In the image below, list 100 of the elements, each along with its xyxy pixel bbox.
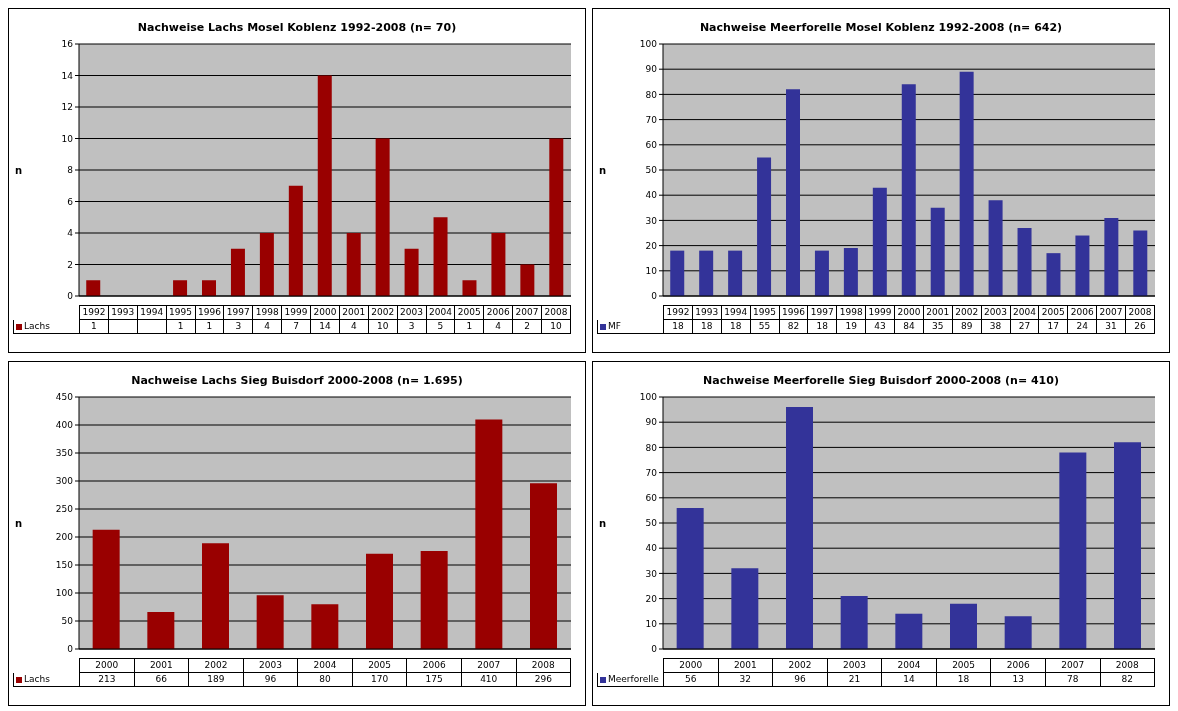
y-tick-label: 4 bbox=[67, 228, 74, 239]
bar bbox=[950, 603, 977, 649]
data-label: 18 bbox=[807, 320, 837, 333]
bar bbox=[1114, 442, 1141, 649]
bar bbox=[288, 185, 303, 296]
x-tick-label: 2006 bbox=[483, 306, 513, 319]
x-tick-label: 2007 bbox=[1096, 306, 1125, 319]
data-label: 10 bbox=[367, 320, 397, 333]
bar bbox=[491, 233, 506, 296]
bar bbox=[549, 138, 564, 296]
bar bbox=[92, 529, 120, 649]
data-label: 35 bbox=[922, 320, 952, 333]
x-tick-label: 1994 bbox=[720, 306, 750, 319]
data-label: 1 bbox=[79, 320, 108, 333]
bar bbox=[420, 551, 448, 649]
data-label: 82 bbox=[1099, 673, 1155, 686]
bar bbox=[1104, 217, 1119, 296]
data-label: 18 bbox=[720, 320, 750, 333]
y-axis-title: n bbox=[599, 164, 607, 176]
data-label: 4 bbox=[252, 320, 282, 333]
x-tick-label: 2005 bbox=[454, 306, 484, 319]
data-label: 84 bbox=[894, 320, 923, 333]
bar bbox=[259, 233, 274, 296]
bar bbox=[311, 604, 339, 649]
x-tick-label: 1996 bbox=[194, 306, 224, 319]
data-label: 24 bbox=[1067, 320, 1097, 333]
y-tick-label: 0 bbox=[651, 644, 658, 655]
data-label: 96 bbox=[242, 673, 298, 686]
y-tick-label: 20 bbox=[645, 593, 658, 604]
y-tick-label: 100 bbox=[639, 392, 658, 403]
x-tick-label: 1995 bbox=[165, 306, 195, 319]
y-tick-label: 100 bbox=[55, 588, 74, 599]
bar bbox=[317, 75, 332, 296]
bar bbox=[520, 264, 535, 296]
x-tick-label: 2006 bbox=[990, 659, 1045, 672]
data-label: 175 bbox=[406, 673, 461, 686]
bar bbox=[1133, 230, 1148, 296]
chart-title: Nachweise Lachs Sieg Buisdorf 2000-2008 (n= 1.695) bbox=[130, 374, 464, 389]
y-tick-label: 50 bbox=[645, 518, 658, 529]
x-tick-label: 2003 bbox=[980, 306, 1010, 319]
x-tick-label: 2004 bbox=[1009, 306, 1039, 319]
chart-title: Nachweise Meerforelle Sieg Buisdorf 2000-2008 (n= 410) bbox=[702, 374, 1060, 389]
y-axis-title: n bbox=[15, 517, 23, 529]
data-label: 82 bbox=[778, 320, 808, 333]
x-tick-label: 2008 bbox=[515, 659, 571, 672]
x-tick-label: 1992 bbox=[79, 306, 108, 319]
y-tick-label: 200 bbox=[55, 532, 74, 543]
x-tick-label: 2004 bbox=[881, 659, 936, 672]
y-tick-label: 70 bbox=[645, 467, 658, 478]
y-tick-label: 90 bbox=[645, 417, 658, 428]
data-label: 38 bbox=[980, 320, 1010, 333]
bar bbox=[530, 483, 557, 649]
y-tick-label: 100 bbox=[639, 39, 658, 50]
x-tick-label: 1998 bbox=[836, 306, 866, 319]
chart-title: Nachweise Meerforelle Mosel Koblenz 1992-2008 (n= 642) bbox=[698, 21, 1064, 36]
y-tick-label: 80 bbox=[645, 442, 658, 453]
x-tick-label: 2001 bbox=[338, 306, 368, 319]
y-tick-label: 80 bbox=[645, 89, 658, 100]
data-label: 14 bbox=[310, 320, 339, 333]
bar bbox=[202, 280, 216, 296]
x-tick-label: 2002 bbox=[188, 659, 243, 672]
data-label: 17 bbox=[1038, 320, 1068, 333]
bar bbox=[676, 507, 704, 649]
bar bbox=[670, 250, 685, 296]
data-label: 14 bbox=[881, 673, 936, 686]
data-label: 3 bbox=[223, 320, 253, 333]
x-tick-label: 1993 bbox=[107, 306, 137, 319]
y-tick-label: 10 bbox=[645, 618, 658, 629]
bar bbox=[202, 543, 229, 649]
data-label: 213 bbox=[79, 673, 134, 686]
x-tick-label: 2002 bbox=[367, 306, 397, 319]
data-label: 80 bbox=[297, 673, 352, 686]
y-tick-label: 0 bbox=[67, 291, 74, 302]
bar bbox=[786, 89, 800, 296]
legend-label: Lachs bbox=[23, 673, 51, 686]
bar bbox=[462, 280, 477, 296]
x-tick-label: 1992 bbox=[663, 306, 692, 319]
data-label: 410 bbox=[460, 673, 516, 686]
data-label: 26 bbox=[1125, 320, 1154, 333]
x-tick-label: 1999 bbox=[865, 306, 894, 319]
x-tick-label: 2003 bbox=[396, 306, 426, 319]
y-tick-label: 30 bbox=[645, 215, 658, 226]
y-tick-label: 6 bbox=[67, 196, 74, 207]
y-tick-label: 0 bbox=[651, 291, 658, 302]
bar bbox=[757, 157, 772, 296]
data-label: 4 bbox=[483, 320, 513, 333]
data-label: 18 bbox=[691, 320, 721, 333]
bar bbox=[475, 419, 503, 649]
bar bbox=[1059, 452, 1087, 649]
bar bbox=[404, 248, 419, 296]
x-tick-label: 2005 bbox=[1038, 306, 1068, 319]
y-tick-label: 400 bbox=[55, 420, 74, 431]
x-tick-label: 2003 bbox=[826, 659, 882, 672]
data-label: 4 bbox=[338, 320, 368, 333]
bar bbox=[988, 200, 1003, 296]
y-tick-label: 16 bbox=[61, 39, 74, 50]
x-tick-label: 2002 bbox=[951, 306, 981, 319]
bar bbox=[731, 568, 759, 649]
data-label: 43 bbox=[865, 320, 894, 333]
data-label: 1 bbox=[454, 320, 484, 333]
